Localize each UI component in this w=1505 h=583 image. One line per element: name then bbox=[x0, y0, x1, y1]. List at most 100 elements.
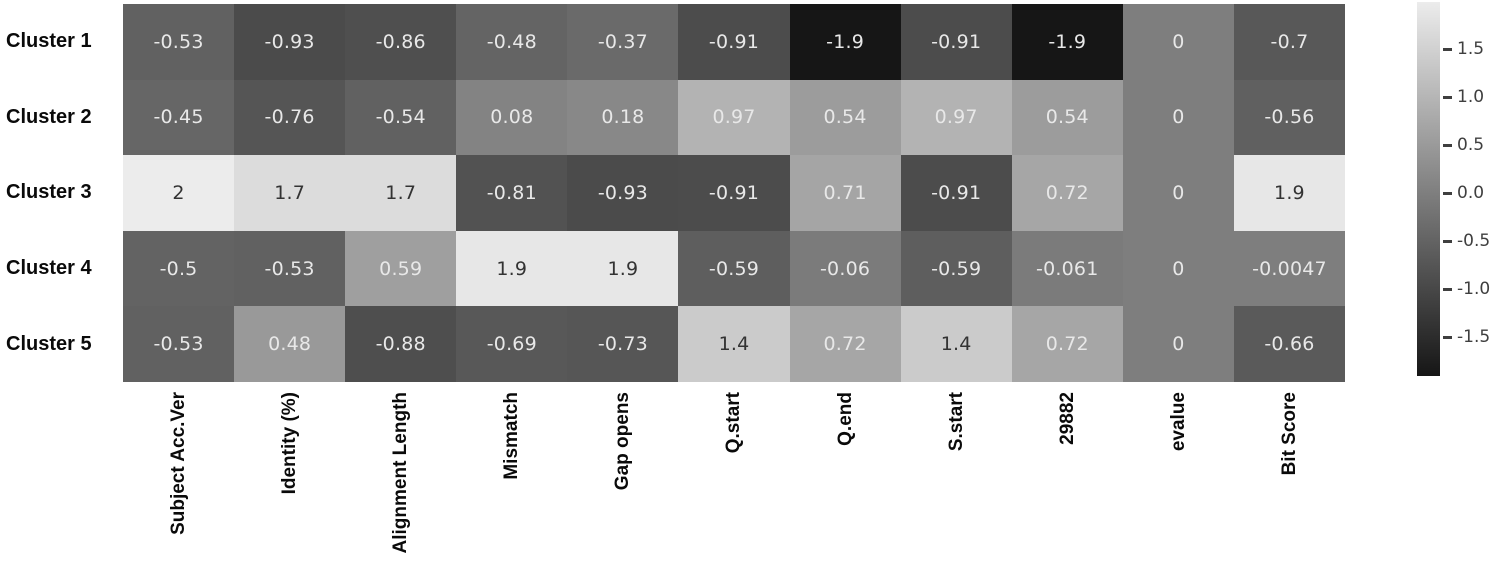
heatmap-cell: -0.56 bbox=[1233, 79, 1345, 156]
colorbar-tick-label: 1.0 bbox=[1457, 86, 1485, 107]
heatmap-cell: -0.53 bbox=[123, 306, 235, 382]
heatmap-cell: -0.69 bbox=[456, 306, 568, 382]
heatmap-cell: -1.9 bbox=[789, 4, 901, 80]
heatmap-cell: -0.59 bbox=[900, 230, 1012, 307]
colorbar-tick-mark bbox=[1443, 336, 1452, 340]
heatmap-cell: 0.72 bbox=[1011, 306, 1123, 382]
col-label-slot: evalue bbox=[1123, 392, 1234, 578]
heatmap-cell: 1.4 bbox=[900, 306, 1012, 382]
row-label-cluster-2: Cluster 2 bbox=[6, 105, 92, 128]
colorbar-tick-mark bbox=[1443, 240, 1452, 244]
colorbar-gradient bbox=[1417, 2, 1440, 376]
colorbar-tick-label: -1.0 bbox=[1457, 278, 1491, 299]
heatmap-cell: -0.91 bbox=[678, 4, 790, 80]
heatmap-cell: 0 bbox=[1122, 4, 1234, 80]
heatmap-cell: 0.97 bbox=[678, 79, 790, 156]
row-label-cluster-5: Cluster 5 bbox=[6, 332, 92, 355]
heatmap-cell: 0 bbox=[1122, 230, 1234, 307]
row-label-cluster-4: Cluster 4 bbox=[6, 257, 92, 280]
heatmap-cell: 2 bbox=[123, 155, 235, 231]
heatmap-cell: -0.91 bbox=[900, 4, 1012, 80]
col-label-q-start: Q.start bbox=[723, 392, 745, 454]
heatmap-cell: 0 bbox=[1122, 306, 1234, 382]
colorbar-tick-label: 1.5 bbox=[1457, 38, 1485, 59]
heatmap-cell: 1.4 bbox=[678, 306, 790, 382]
x-axis-labels: Subject Acc.Ver Identity (%) Alignment L… bbox=[123, 392, 1345, 578]
heatmap-cell: -0.48 bbox=[456, 4, 568, 80]
col-label-slot: Alignment Length bbox=[345, 392, 456, 578]
heatmap-cell: -1.9 bbox=[1011, 4, 1123, 80]
colorbar-tick-mark bbox=[1443, 288, 1452, 292]
col-label-gap-opens: Gap opens bbox=[612, 392, 634, 491]
col-label-slot: Q.start bbox=[678, 392, 789, 578]
row-label-cluster-1: Cluster 1 bbox=[6, 30, 92, 53]
heatmap-cell: -0.91 bbox=[678, 155, 790, 231]
col-label-alignment-length: Alignment Length bbox=[390, 392, 412, 554]
col-label-identity: Identity (%) bbox=[279, 392, 301, 495]
row-label-cluster-3: Cluster 3 bbox=[6, 181, 92, 204]
heatmap-cell: -0.061 bbox=[1011, 230, 1123, 307]
colorbar-area: 1.5 1.0 0.5 0.0 -0.5 -1.0 -1.5 bbox=[1417, 2, 1505, 376]
heatmap-cell: 0.97 bbox=[900, 79, 1012, 156]
heatmap-cell: -0.73 bbox=[567, 306, 679, 382]
colorbar-tick-mark bbox=[1443, 192, 1452, 196]
col-label-29882: 29882 bbox=[1056, 392, 1078, 445]
heatmap-cell: -0.59 bbox=[678, 230, 790, 307]
heatmap-cell: -0.81 bbox=[456, 155, 568, 231]
heatmap-cell: -0.53 bbox=[234, 230, 346, 307]
heatmap-cell: 0.72 bbox=[1011, 155, 1123, 231]
col-label-evalue: evalue bbox=[1167, 392, 1189, 452]
col-label-slot: Mismatch bbox=[456, 392, 567, 578]
heatmap-cell: 0.59 bbox=[345, 230, 457, 307]
heatmap-cell: 0 bbox=[1122, 79, 1234, 156]
colorbar-tick-label: 0.5 bbox=[1457, 134, 1485, 155]
colorbar-tick-mark bbox=[1443, 96, 1452, 100]
heatmap-cell: 0.71 bbox=[789, 155, 901, 231]
heatmap-cell: -0.5 bbox=[123, 230, 235, 307]
col-label-subject-acc-ver: Subject Acc.Ver bbox=[168, 392, 190, 535]
heatmap-cell: 0.48 bbox=[234, 306, 346, 382]
heatmap-cell: -0.88 bbox=[345, 306, 457, 382]
heatmap-cell: 1.7 bbox=[234, 155, 346, 231]
heatmap-cell: -0.54 bbox=[345, 79, 457, 156]
heatmap-cell: -0.53 bbox=[123, 4, 235, 80]
heatmap-cell: -0.76 bbox=[234, 79, 346, 156]
heatmap-cell: -0.0047 bbox=[1233, 230, 1345, 307]
col-label-slot: Gap opens bbox=[567, 392, 678, 578]
heatmap-cell: 0.18 bbox=[567, 79, 679, 156]
col-label-q-end: Q.end bbox=[834, 392, 856, 446]
col-label-slot: Q.end bbox=[790, 392, 901, 578]
colorbar-tick-mark bbox=[1443, 144, 1452, 148]
heatmap-cell: 1.9 bbox=[567, 230, 679, 307]
col-label-slot: Identity (%) bbox=[234, 392, 345, 578]
col-label-slot: Bit Score bbox=[1234, 392, 1345, 578]
y-axis-labels: Cluster 1 Cluster 2 Cluster 3 Cluster 4 … bbox=[6, 4, 118, 382]
heatmap-cell: -0.66 bbox=[1233, 306, 1345, 382]
heatmap-cell: -0.7 bbox=[1233, 4, 1345, 80]
heatmap-cell: 0 bbox=[1122, 155, 1234, 231]
heatmap-cell: -0.45 bbox=[123, 79, 235, 156]
col-label-s-start: S.start bbox=[945, 392, 967, 452]
colorbar-tick-label: -1.5 bbox=[1457, 326, 1491, 347]
col-label-bit-score: Bit Score bbox=[1278, 392, 1300, 476]
heatmap-cell: -0.93 bbox=[567, 155, 679, 231]
heatmap-grid: -0.53 -0.93 -0.86 -0.48 -0.37 -0.91 -1.9 -0.91-… bbox=[123, 4, 1345, 382]
heatmap-cell: 0.54 bbox=[789, 79, 901, 156]
col-label-slot: S.start bbox=[901, 392, 1012, 578]
heatmap-cell: -0.06 bbox=[789, 230, 901, 307]
col-label-slot: Subject Acc.Ver bbox=[123, 392, 234, 578]
heatmap-cell: -0.37 bbox=[567, 4, 679, 80]
colorbar-tick-label: 0.0 bbox=[1457, 182, 1485, 203]
heatmap-cell: 0.08 bbox=[456, 79, 568, 156]
heatmap-cell: -0.93 bbox=[234, 4, 346, 80]
colorbar-tick-label: -0.5 bbox=[1457, 230, 1491, 251]
col-label-slot: 29882 bbox=[1012, 392, 1123, 578]
col-label-mismatch: Mismatch bbox=[501, 392, 523, 480]
heatmap-cell: 1.7 bbox=[345, 155, 457, 231]
heatmap-cell: 0.72 bbox=[789, 306, 901, 382]
colorbar-tick-mark bbox=[1443, 48, 1452, 52]
heatmap-cell: 0.54 bbox=[1011, 79, 1123, 156]
heatmap-cell: 1.9 bbox=[456, 230, 568, 307]
heatmap-cell: -0.91 bbox=[900, 155, 1012, 231]
